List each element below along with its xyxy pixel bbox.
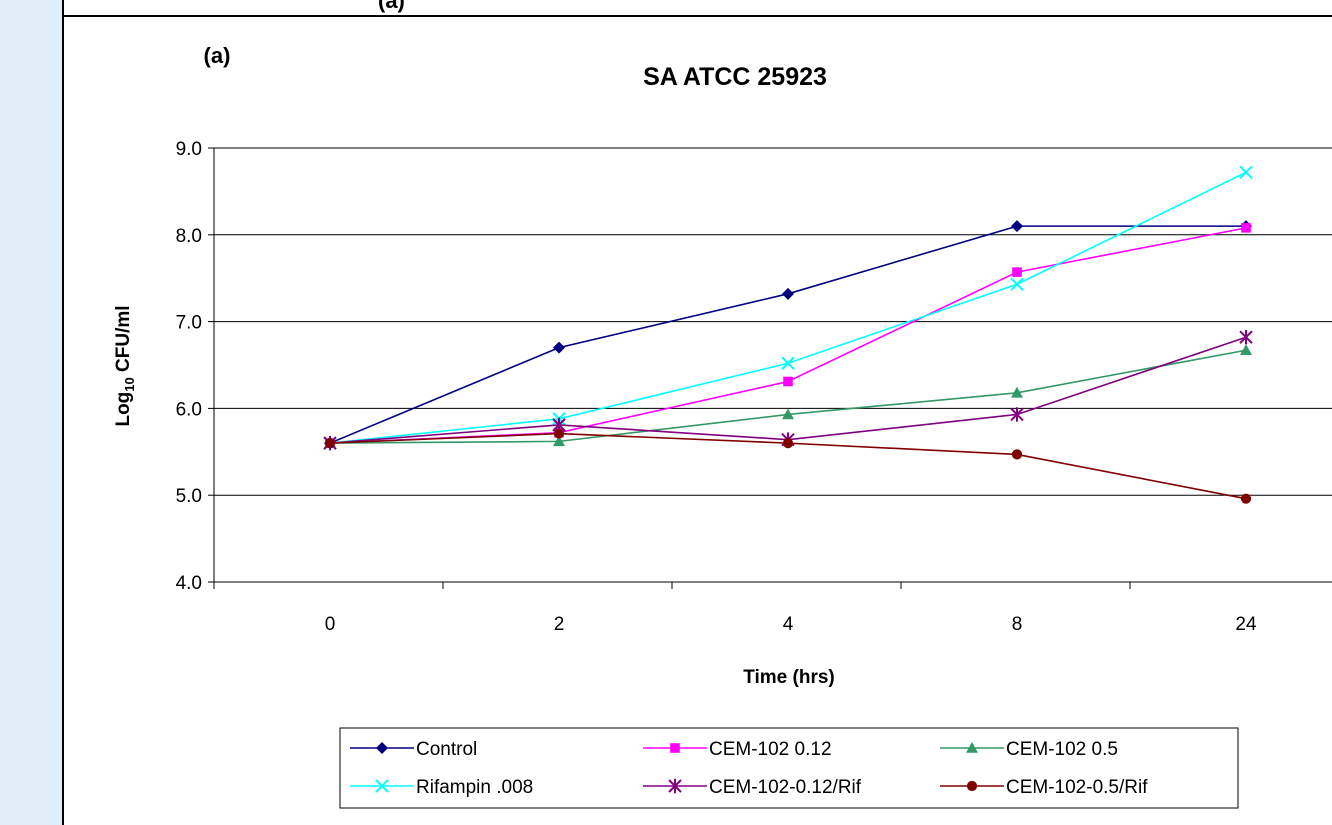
data-point	[553, 435, 565, 447]
y-tick-label: 9.0	[176, 139, 202, 160]
x-tick-label: 8	[1012, 614, 1023, 635]
data-point	[782, 408, 794, 420]
series-cem-102-0-5-rif	[324, 428, 1252, 504]
data-point	[1011, 220, 1023, 233]
data-point	[324, 438, 336, 449]
data-point	[782, 287, 794, 300]
data-point	[782, 438, 794, 449]
legend-marker	[376, 742, 388, 754]
legend-label: Rifampin .008	[416, 777, 533, 798]
legend-marker	[966, 780, 978, 792]
slide-frame	[62, 0, 1332, 825]
data-point	[783, 376, 793, 387]
x-tick-label: 4	[783, 614, 794, 635]
top-border	[64, 15, 1332, 17]
data-point	[1011, 449, 1023, 460]
legend-item: CEM-102 0.5	[940, 739, 1118, 760]
legend-item: CEM-102 0.12	[643, 739, 832, 760]
data-point	[553, 428, 565, 439]
x-tick-label: 24	[1235, 614, 1257, 635]
data-point	[1240, 493, 1252, 504]
data-point	[1241, 223, 1251, 233]
series-cem-102-0-12-rif	[323, 330, 1253, 451]
legend-marker	[375, 779, 389, 793]
legend-item: CEM-102-0.5/Rif	[940, 777, 1148, 798]
legend-label: CEM-102 0.5	[1006, 739, 1118, 760]
data-point	[1240, 344, 1252, 356]
data-point	[1239, 165, 1253, 180]
series-rifampin-008	[323, 165, 1253, 450]
chart-title: SA ATCC 25923	[643, 63, 827, 91]
legend-label: CEM-102 0.12	[709, 739, 832, 760]
legend-marker	[668, 778, 682, 794]
y-tick-label: 5.0	[176, 486, 202, 507]
data-point	[1239, 330, 1253, 345]
x-tick-label: 2	[554, 614, 565, 635]
data-point	[553, 341, 565, 354]
series-line	[329, 171, 1247, 444]
legend-marker	[966, 742, 978, 753]
legend-label: Control	[416, 739, 477, 760]
legend-label: CEM-102-0.5/Rif	[1006, 777, 1148, 798]
panel-label: (a)	[204, 43, 231, 68]
y-tick-label: 4.0	[176, 573, 202, 594]
side-panel	[0, 0, 62, 825]
legend-item: Rifampin .008	[350, 777, 533, 798]
data-point	[1012, 267, 1022, 277]
x-axis-label: Time (hrs)	[743, 667, 835, 688]
y-tick-label: 7.0	[176, 313, 202, 334]
y-tick-label: 6.0	[176, 399, 202, 420]
data-point	[1010, 407, 1024, 422]
data-point	[1010, 277, 1024, 291]
legend-marker	[670, 743, 680, 753]
data-point	[781, 356, 795, 370]
legend-item: CEM-102-0.12/Rif	[643, 777, 862, 798]
data-point	[1011, 386, 1023, 398]
axes: 4.05.06.07.08.09.00 2 4 8 24	[176, 139, 1332, 635]
x-tick-label: 0	[325, 614, 336, 635]
y-tick-label: 8.0	[176, 226, 202, 247]
legend-box	[339, 727, 1239, 809]
cropped-label: (a)	[378, 0, 405, 13]
legend-item: Control	[350, 739, 477, 760]
legend: Control CEM-102 0.12 CEM-102 0.5 Rifampin .…	[339, 727, 1239, 809]
series-line	[329, 336, 1247, 444]
y-axis-label: Log10 CFU/ml	[113, 305, 137, 426]
legend-label: CEM-102-0.12/Rif	[709, 777, 862, 798]
series-group	[323, 165, 1253, 504]
